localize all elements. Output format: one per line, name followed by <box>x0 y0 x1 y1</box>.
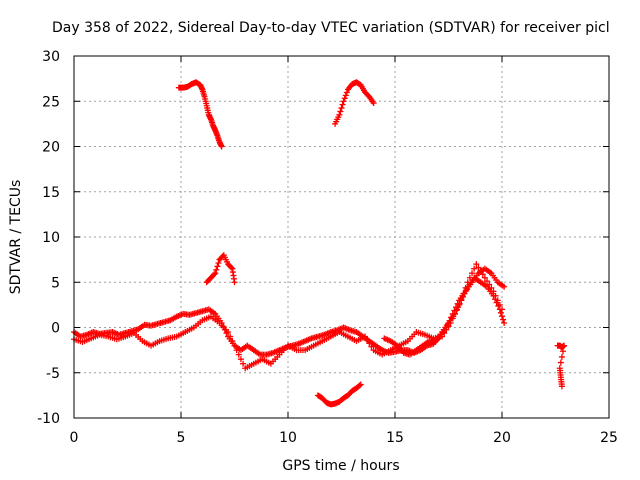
x-tick-label: 10 <box>279 430 297 446</box>
data-point <box>484 278 491 285</box>
data-point <box>492 296 499 303</box>
data-point <box>463 287 470 294</box>
data-point <box>228 264 235 271</box>
chart-title: Day 358 of 2022, Sidereal Day-to-day VTE… <box>52 20 610 36</box>
data-point <box>366 340 373 347</box>
data-point <box>225 329 232 336</box>
x-tick-label: 15 <box>386 430 404 446</box>
x-tick-label: 5 <box>177 430 186 446</box>
data-point <box>473 261 480 268</box>
x-tick-label: 20 <box>493 430 511 446</box>
data-point <box>364 336 371 343</box>
data-point <box>469 270 476 277</box>
data-point <box>461 290 468 297</box>
data-point <box>459 293 466 300</box>
data-point <box>490 292 497 299</box>
data-point <box>475 264 482 271</box>
series-arc-h <box>554 342 568 390</box>
grid <box>74 56 609 418</box>
data-point <box>341 95 348 102</box>
data-point <box>557 359 564 366</box>
data-point <box>343 89 350 96</box>
y-tick-label: 25 <box>42 94 60 110</box>
series-arc-c <box>381 274 508 358</box>
data-point <box>212 270 219 277</box>
data-point <box>237 356 244 363</box>
plot-area <box>71 79 568 408</box>
data-point <box>453 307 460 314</box>
data-point <box>215 260 222 267</box>
data-point <box>559 348 566 355</box>
data-point <box>500 316 507 323</box>
axis-ticks: 0 5 10 15 20 25 -10 -5 0 5 10 15 20 25 30 <box>37 49 618 446</box>
data-point <box>497 309 504 316</box>
data-point <box>488 284 495 291</box>
y-axis-label: SDTVAR / TECUs <box>8 180 24 295</box>
data-point <box>342 92 349 99</box>
data-point <box>479 271 486 278</box>
data-point <box>458 297 465 304</box>
data-point <box>481 274 488 281</box>
data-point <box>356 382 363 389</box>
series-arc-a <box>71 265 508 358</box>
data-point <box>495 303 502 310</box>
y-tick-label: -5 <box>46 366 60 382</box>
data-point <box>211 271 218 278</box>
data-point <box>501 319 508 326</box>
data-point <box>339 101 346 108</box>
data-point <box>471 265 478 272</box>
data-point <box>231 279 238 286</box>
data-point <box>357 381 364 388</box>
data-point <box>336 111 343 118</box>
data-point <box>558 353 565 360</box>
data-point <box>451 310 458 317</box>
data-point <box>338 105 345 112</box>
x-tick-label: 0 <box>70 430 79 446</box>
data-point <box>561 342 568 349</box>
data-point <box>455 304 462 311</box>
data-point <box>337 108 344 115</box>
series-arc-g <box>314 381 364 408</box>
data-point <box>496 306 503 313</box>
data-point <box>501 283 508 290</box>
y-tick-label: 0 <box>51 321 60 337</box>
data-point <box>229 338 236 345</box>
data-point <box>493 299 500 306</box>
y-tick-label: 10 <box>42 230 60 246</box>
data-point <box>233 347 240 354</box>
data-point <box>235 351 242 358</box>
data-point <box>340 98 347 105</box>
x-tick-label: 25 <box>600 430 618 446</box>
data-point <box>368 343 375 350</box>
y-tick-label: 5 <box>51 275 60 291</box>
series-arc-f <box>332 79 377 127</box>
y-tick-label: -10 <box>37 411 60 427</box>
y-tick-label: 20 <box>42 140 60 156</box>
y-tick-label: 30 <box>42 49 60 65</box>
data-point <box>477 267 484 274</box>
data-point <box>227 333 234 340</box>
data-point <box>499 313 505 320</box>
data-point <box>218 143 225 150</box>
series-arc-d <box>203 252 238 286</box>
data-point <box>370 100 377 107</box>
data-point <box>231 342 238 349</box>
data-point <box>240 360 247 367</box>
data-point <box>456 300 463 307</box>
data-point <box>362 333 369 340</box>
x-axis-label: GPS time / hours <box>282 458 399 474</box>
plot-frame <box>73 55 610 419</box>
series-arc-e <box>175 79 225 150</box>
y-tick-label: 15 <box>42 185 60 201</box>
data-point <box>213 266 220 273</box>
data-point <box>214 263 221 270</box>
data-point <box>558 383 565 390</box>
